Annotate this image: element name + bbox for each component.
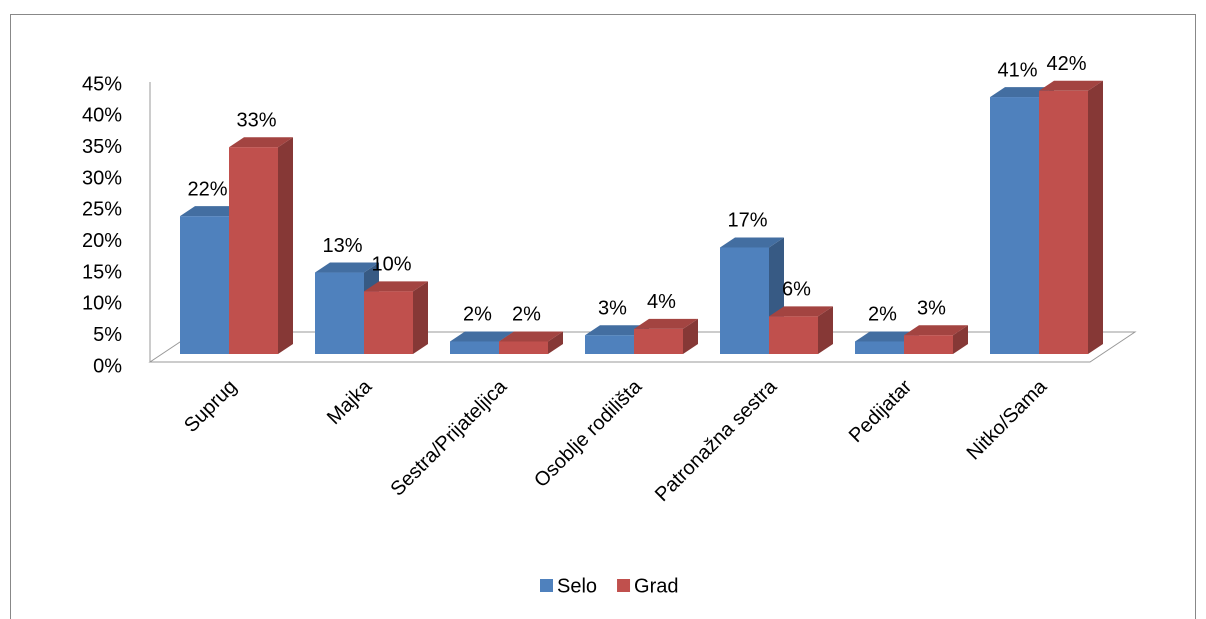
bar-top [499,331,563,342]
value-label: 2% [868,304,897,326]
bar [634,328,683,354]
bar-top [855,331,919,342]
y-tick-label: 10% [82,293,122,315]
value-label: 42% [1046,53,1086,75]
y-tick-label: 15% [82,261,122,283]
bar-side [278,137,293,354]
bar-side [953,325,968,354]
bar [769,316,818,354]
bar [855,341,904,354]
y-tick-label: 40% [82,105,122,127]
y-tick-label: 20% [82,230,122,252]
bar [720,247,769,354]
bar-top [990,87,1054,98]
bar-top [720,237,784,248]
bar [364,291,413,354]
bar-top [904,325,968,336]
value-label: 22% [187,178,227,200]
bar [904,335,953,354]
bar-top [769,306,833,317]
bar-side [683,318,698,354]
bar-side [1088,80,1103,355]
value-label: 17% [727,210,767,232]
bar [990,97,1039,355]
value-label: 6% [782,279,811,301]
value-label: 3% [598,297,627,319]
bar [315,272,364,354]
bar-top [585,325,649,336]
value-label: 2% [463,304,492,326]
bar-top [180,206,244,217]
bar-top [634,318,698,329]
bar-side [818,306,833,354]
bar-side [413,281,428,354]
legend-label: Grad [634,575,678,597]
bar [499,341,548,354]
bar [180,216,229,354]
legend-label: Selo [557,575,597,597]
y-tick-label: 0% [93,355,122,377]
bar-top [364,281,428,292]
value-label: 41% [997,59,1037,81]
y-tick-label: 45% [82,73,122,95]
y-tick-label: 5% [93,324,122,346]
value-label: 4% [647,291,676,313]
value-label: 10% [371,254,411,276]
value-label: 13% [322,235,362,257]
bar [1039,90,1088,355]
bar-side [548,331,563,354]
value-label: 33% [236,109,276,131]
y-tick-label: 25% [82,199,122,221]
bar-top [450,331,514,342]
bar-top [1039,80,1103,91]
bar [450,341,499,354]
legend-swatch [540,579,553,592]
bar-top [315,262,379,273]
value-label: 3% [917,297,946,319]
legend-swatch [617,579,631,592]
bar [585,335,634,354]
bar-top [229,137,293,148]
bar [229,147,278,354]
value-label: 2% [512,304,541,326]
y-tick-label: 35% [82,136,122,158]
y-tick-label: 30% [82,167,122,189]
